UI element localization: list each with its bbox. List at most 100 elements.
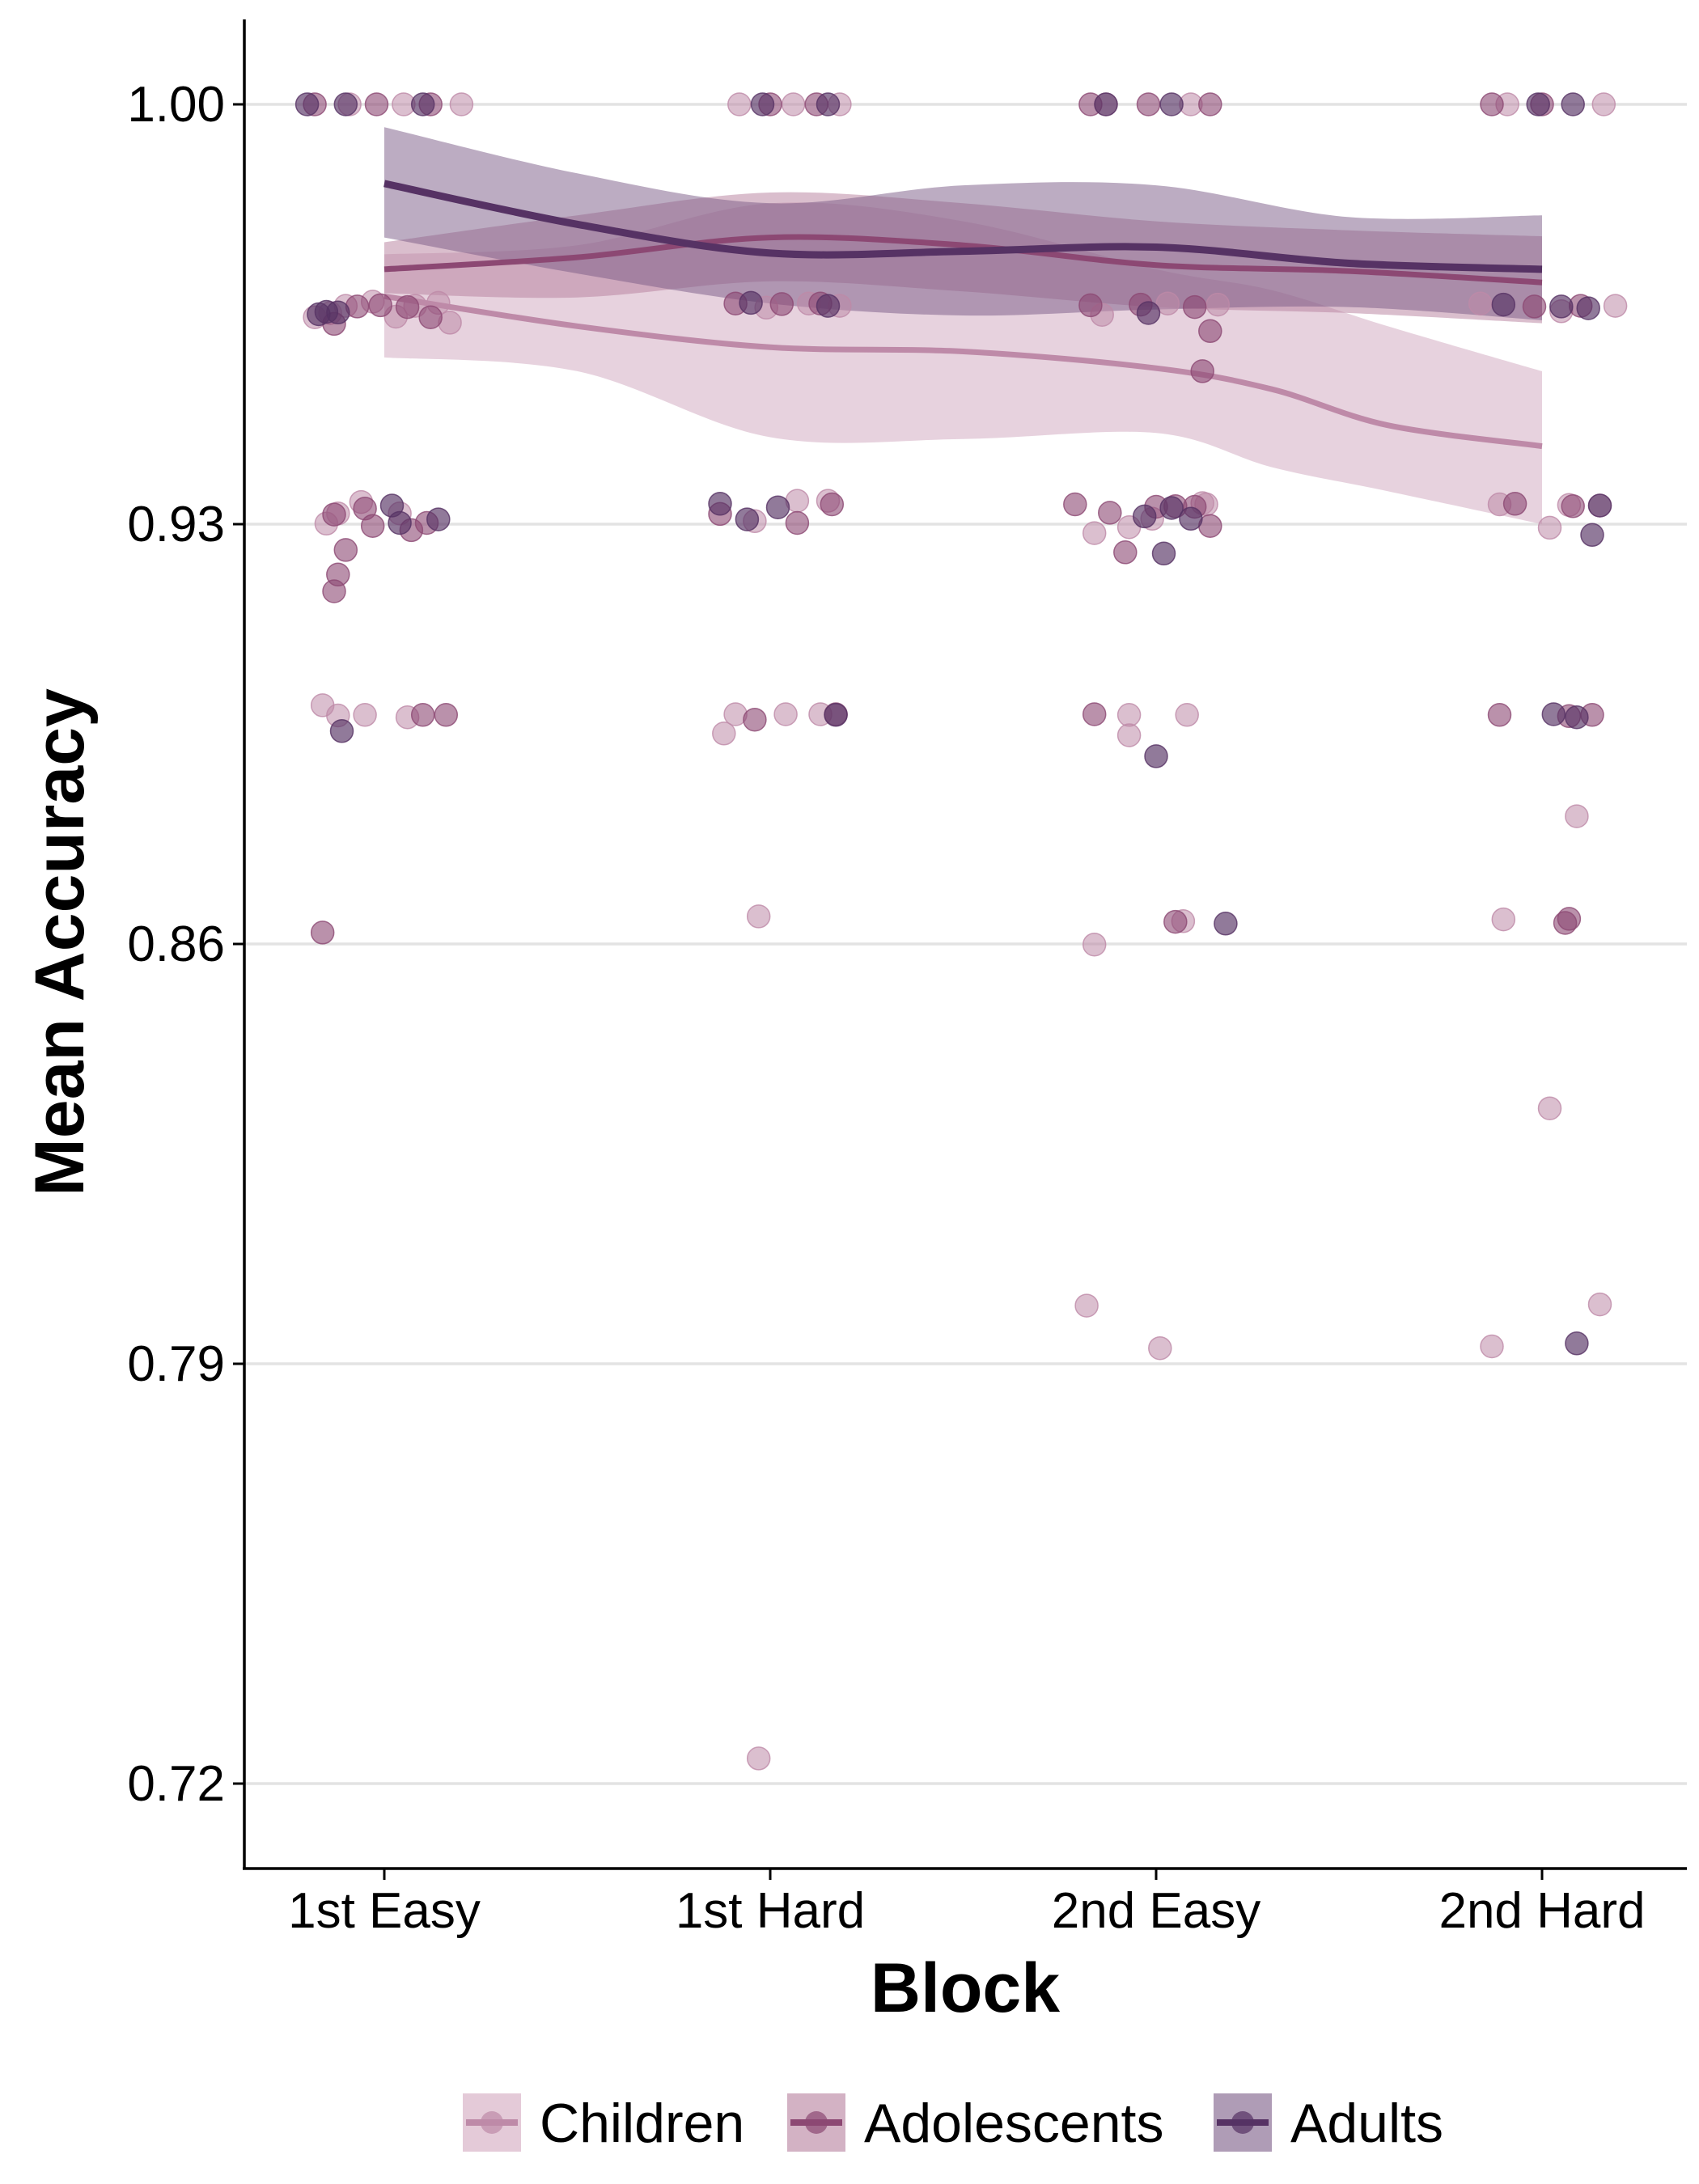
data-point-children bbox=[1480, 1334, 1504, 1359]
data-point-adults bbox=[1179, 506, 1203, 531]
data-point-adults bbox=[1565, 705, 1589, 730]
data-point-children bbox=[1116, 723, 1142, 747]
data-point-adults bbox=[1159, 92, 1184, 116]
data-point-children bbox=[449, 92, 474, 116]
data-point-children bbox=[1155, 291, 1180, 315]
data-point-adolescents bbox=[769, 292, 794, 316]
x-tick-label: 1st Easy bbox=[288, 1883, 481, 1939]
data-point-adolescents bbox=[1487, 703, 1512, 727]
data-point-adolescents bbox=[1480, 92, 1504, 116]
data-point-children bbox=[1116, 703, 1142, 727]
data-point-adolescents bbox=[1078, 293, 1103, 318]
data-point-adolescents bbox=[333, 538, 358, 562]
data-point-adolescents bbox=[368, 293, 392, 318]
x-tick-label: 1st Hard bbox=[676, 1883, 865, 1939]
data-point-adults bbox=[750, 92, 775, 116]
data-point-children bbox=[712, 722, 736, 746]
data-point-adults bbox=[1136, 301, 1161, 325]
data-point-adolescents bbox=[1163, 909, 1188, 934]
legend-item-adolescents: Adolescents bbox=[787, 2093, 1163, 2154]
data-point-adults bbox=[1526, 92, 1550, 116]
x-tick-label: 2nd Hard bbox=[1438, 1883, 1645, 1939]
data-point-adults bbox=[1549, 294, 1574, 319]
data-point-adults bbox=[1132, 504, 1157, 529]
legend-label: Children bbox=[540, 2093, 744, 2154]
data-point-adults bbox=[1151, 541, 1176, 566]
data-point-adolescents bbox=[785, 510, 810, 535]
data-point-adolescents bbox=[1136, 92, 1161, 116]
y-ticks: 1.00 0.93 0.86 0.79 0.72 bbox=[127, 77, 244, 1812]
data-point-adolescents bbox=[743, 707, 767, 732]
data-point-children bbox=[1565, 804, 1589, 828]
smooth-line-adolescents bbox=[383, 234, 1543, 286]
data-point-adolescents bbox=[1098, 501, 1122, 525]
ci-band-adults bbox=[384, 127, 1542, 320]
data-point-adults bbox=[1094, 92, 1118, 116]
data-point-adolescents bbox=[395, 294, 420, 320]
data-point-children bbox=[1074, 1293, 1099, 1318]
data-point-adults bbox=[333, 92, 358, 116]
gridlines bbox=[244, 103, 1687, 1785]
y-tick-label: 0.93 bbox=[127, 497, 225, 552]
data-point-adults bbox=[765, 495, 790, 519]
data-point-adolescents bbox=[1113, 540, 1138, 565]
legend-key-point bbox=[1231, 2111, 1254, 2134]
data-point-adults bbox=[824, 703, 848, 727]
data-points bbox=[294, 92, 1628, 1771]
data-point-adults bbox=[294, 92, 320, 116]
data-point-adolescents bbox=[418, 305, 443, 329]
data-point-adults bbox=[1214, 912, 1238, 936]
legend-item-children: Children bbox=[463, 2093, 744, 2154]
confidence-bands bbox=[384, 127, 1542, 524]
data-point-children bbox=[1468, 291, 1493, 315]
x-tick-label: 2nd Easy bbox=[1052, 1883, 1261, 1939]
data-point-adults bbox=[816, 92, 841, 116]
data-point-adolescents bbox=[1063, 492, 1087, 517]
data-point-adolescents bbox=[310, 921, 335, 945]
smooth-lines bbox=[383, 180, 1543, 450]
data-point-adults bbox=[708, 492, 732, 516]
data-point-adults bbox=[1576, 296, 1600, 320]
data-point-children bbox=[1082, 521, 1107, 545]
data-point-adults bbox=[326, 300, 350, 325]
data-point-adolescents bbox=[1522, 294, 1547, 319]
data-point-adolescents bbox=[326, 562, 350, 587]
legend-item-adults: Adults bbox=[1214, 2093, 1443, 2154]
data-point-children bbox=[1082, 932, 1107, 957]
data-point-adolescents bbox=[1561, 494, 1585, 518]
smooth-line-adults bbox=[383, 180, 1543, 273]
data-point-children bbox=[1537, 1096, 1562, 1120]
data-point-adolescents bbox=[820, 492, 845, 517]
data-point-adults bbox=[1541, 702, 1566, 726]
data-point-adolescents bbox=[1553, 911, 1578, 935]
legend-key-point bbox=[481, 2111, 503, 2134]
data-point-children bbox=[746, 904, 771, 929]
data-point-adolescents bbox=[322, 502, 346, 527]
y-tick-label: 0.86 bbox=[127, 916, 225, 972]
data-point-adults bbox=[1565, 1331, 1589, 1356]
y-tick-label: 0.79 bbox=[127, 1336, 225, 1392]
data-point-children bbox=[1591, 92, 1616, 116]
data-point-adults bbox=[426, 507, 451, 531]
data-point-adults bbox=[735, 507, 760, 531]
data-point-children bbox=[1205, 292, 1231, 317]
data-point-adolescents bbox=[353, 496, 377, 521]
data-point-adolescents bbox=[1502, 492, 1527, 516]
data-point-children bbox=[746, 1746, 771, 1771]
data-point-adults bbox=[1491, 292, 1516, 317]
data-point-children bbox=[1175, 703, 1199, 727]
data-point-adults bbox=[1580, 523, 1604, 548]
data-point-adults bbox=[1587, 493, 1612, 518]
y-axis-title: Mean Accuracy bbox=[21, 688, 99, 1196]
data-point-adults bbox=[1159, 496, 1184, 520]
data-point-adults bbox=[410, 92, 435, 116]
data-point-children bbox=[1148, 1335, 1172, 1361]
data-point-children bbox=[727, 92, 752, 116]
data-point-adults bbox=[1144, 744, 1168, 768]
data-point-adolescents bbox=[1082, 702, 1107, 726]
data-point-children bbox=[773, 702, 798, 726]
data-point-children bbox=[353, 703, 377, 727]
data-point-adolescents bbox=[364, 92, 389, 116]
x-axis-title: Block bbox=[871, 1949, 1060, 2027]
